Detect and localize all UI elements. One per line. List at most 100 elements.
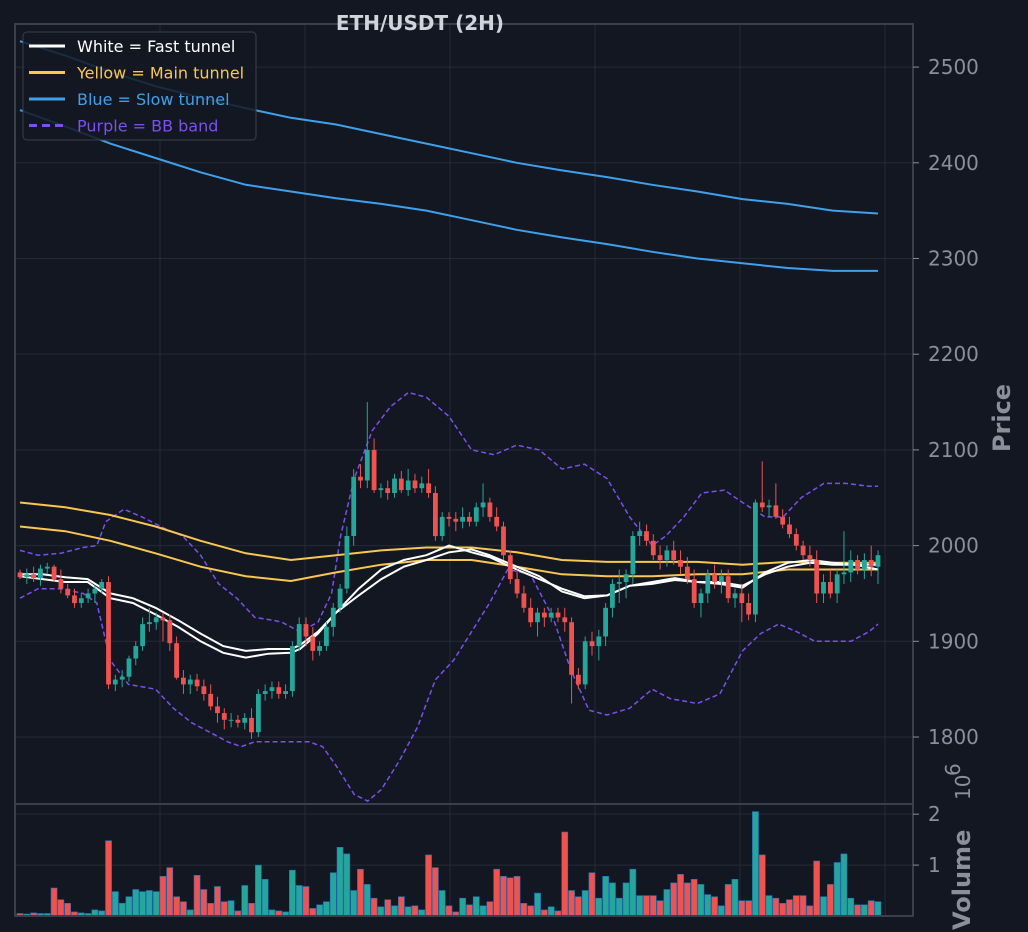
candle-body (807, 555, 813, 560)
series-line-slow-lower (19, 109, 878, 272)
volume-tick-label: 2 (928, 802, 941, 826)
candle-body (623, 574, 629, 582)
candle-body (310, 636, 316, 651)
candle-body (385, 488, 391, 493)
series-line-main-lower (19, 525, 878, 583)
price-axis-ticks: 1800 1900 2000 2100 2200 2300 2400 2500 (913, 55, 979, 749)
volume-axis-ticks: 12 (913, 802, 941, 877)
volume-bar (724, 884, 732, 917)
candle-body (317, 646, 322, 651)
candle-body (187, 679, 193, 685)
volume-bar (288, 869, 296, 917)
volume-bar (799, 895, 807, 917)
volume-bar (758, 854, 766, 917)
candle-body (507, 555, 513, 580)
volume-exponent-power: 6 (941, 763, 965, 776)
volume-bar (152, 891, 160, 917)
candle-body (548, 612, 554, 618)
volume-bar (343, 853, 351, 917)
candle-body (194, 679, 200, 687)
candle-body (834, 574, 840, 594)
volume-bars (16, 811, 882, 917)
volume-bar (820, 896, 827, 917)
candle-body (296, 624, 302, 647)
volume-bar (588, 872, 596, 917)
candle-body (215, 706, 220, 714)
candle-body (637, 531, 643, 536)
volume-exponent-base: 10 (951, 775, 975, 800)
candle-body (712, 574, 717, 582)
price-tick-label: 2200 (928, 342, 979, 366)
candle-body (582, 641, 588, 685)
candle-body (650, 540, 656, 556)
series-line-fast-upper (20, 548, 878, 652)
volume-bar (520, 902, 528, 917)
candle-body (58, 579, 64, 589)
volume-bar (629, 868, 637, 917)
price-tick-label: 2500 (928, 55, 979, 79)
candle-body (725, 576, 731, 599)
volume-bar (595, 897, 603, 917)
candle-body (766, 505, 772, 508)
legend-box (22, 31, 257, 141)
volume-bar (527, 905, 535, 917)
candle-body (92, 588, 98, 594)
volume-bar (677, 873, 684, 917)
candle-body (501, 526, 506, 556)
series-line-bb-lower (19, 568, 879, 802)
candle-body (562, 617, 568, 623)
volume-bar (649, 895, 657, 917)
volume-bar (466, 904, 473, 917)
candle-body (528, 607, 534, 623)
volume-bar (146, 890, 153, 917)
candle-body (153, 617, 159, 623)
volume-bar (50, 887, 58, 917)
volume-bar (173, 896, 181, 917)
volume-exponent: 10 6 (941, 763, 975, 800)
candle-body (671, 550, 677, 560)
legend-label: Blue = Slow tunnel (77, 90, 230, 109)
volume-bar (813, 860, 820, 917)
volume-bar (860, 904, 868, 917)
candle-body (99, 582, 105, 589)
candle-body (364, 449, 370, 481)
volume-bar (391, 905, 398, 917)
candle-body (473, 507, 479, 522)
volume-panel-frame (14, 803, 914, 917)
volume-bar (561, 831, 569, 917)
candle-body (439, 516, 445, 536)
legend-label: Purple = BB band (77, 117, 218, 136)
volume-bar (840, 853, 848, 917)
candle-body (480, 502, 486, 508)
volume-bar (874, 901, 882, 917)
volume-bar (323, 901, 330, 917)
candle-body (698, 593, 704, 603)
volume-bar (227, 900, 235, 917)
candle-body (249, 717, 254, 733)
volume-bar (255, 864, 262, 917)
candle-body (596, 636, 602, 647)
candle-body (351, 476, 357, 536)
candlesticks (17, 402, 881, 739)
volume-bar (636, 895, 643, 917)
volume-bar (833, 862, 841, 917)
volume-bar (615, 897, 623, 917)
candle-body (487, 502, 493, 517)
volume-bar (513, 875, 521, 917)
candle-body (242, 717, 248, 723)
volume-bar (397, 896, 405, 917)
volume-axis-title: Volume (948, 830, 976, 930)
candle-body (841, 572, 847, 575)
candle-body (228, 719, 234, 721)
candle-body (201, 686, 207, 694)
candle-body (160, 617, 166, 621)
volume-bar (731, 878, 739, 917)
candle-body (460, 516, 465, 522)
volume-bar (220, 901, 228, 917)
volume-bar (704, 894, 712, 917)
volume-bar (765, 895, 773, 917)
volume-bar (180, 901, 187, 917)
volume-bar (112, 891, 119, 917)
volume-bar (847, 897, 855, 917)
candle-body (467, 516, 472, 522)
